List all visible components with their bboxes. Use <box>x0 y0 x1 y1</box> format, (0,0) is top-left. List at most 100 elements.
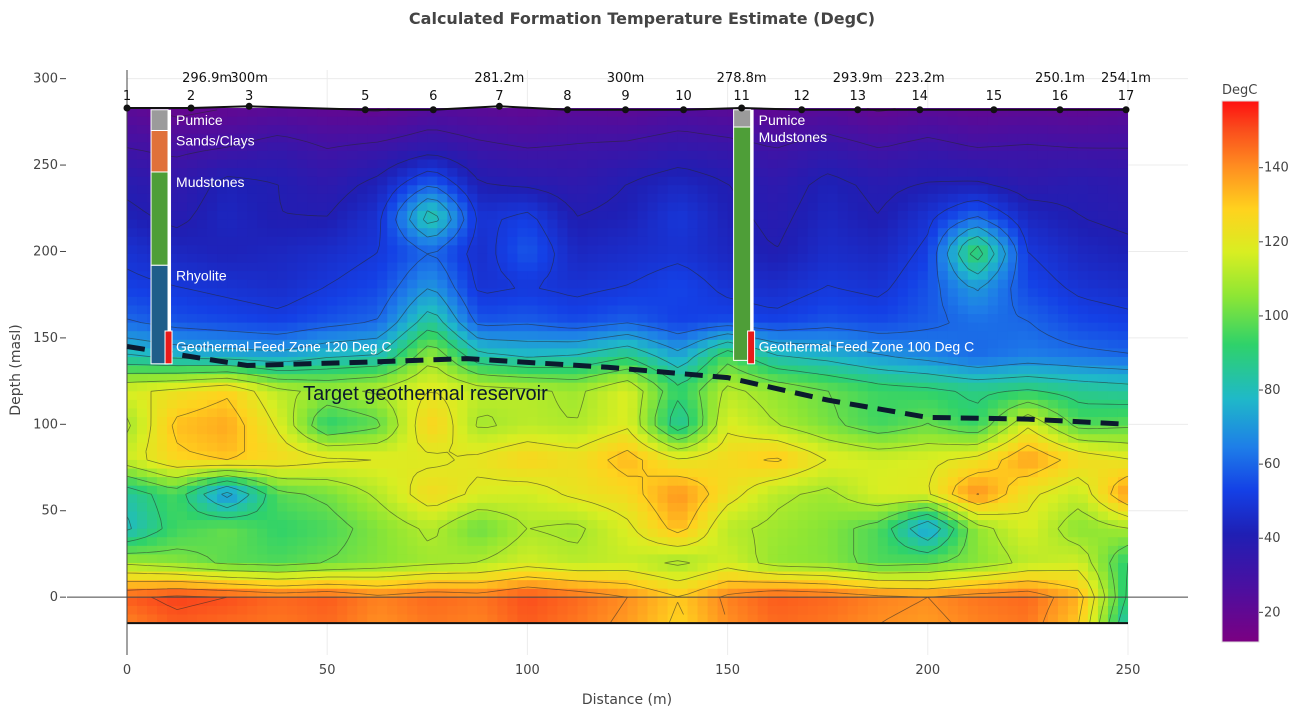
heatmap-cell <box>187 511 198 521</box>
heatmap-cell <box>1047 176 1059 186</box>
heatmap-cell <box>957 459 969 470</box>
heatmap-cell <box>957 245 969 255</box>
heatmap-cell <box>967 356 979 367</box>
heatmap-cell <box>827 245 839 255</box>
heatmap-cell <box>1107 374 1119 384</box>
heatmap-cell <box>957 434 969 444</box>
heatmap-cell <box>737 434 749 444</box>
heatmap-cell <box>707 271 719 281</box>
heatmap-cell <box>547 253 559 264</box>
heatmap-cell <box>1107 193 1119 204</box>
heatmap-cell <box>497 434 508 444</box>
heatmap-cell <box>717 219 729 229</box>
heatmap-cell <box>247 356 258 367</box>
heatmap-cell <box>687 477 699 487</box>
heatmap-cell <box>357 253 368 264</box>
heatmap-cell <box>1047 168 1059 178</box>
heatmap-cell <box>457 417 468 427</box>
heatmap-cell <box>587 279 599 289</box>
heatmap-cell <box>627 279 639 289</box>
heatmap-cell <box>517 279 528 289</box>
heatmap-cell <box>567 365 579 375</box>
heatmap-cell <box>887 451 899 461</box>
heatmap-cell <box>777 116 789 126</box>
heatmap-cell <box>567 305 579 315</box>
heatmap-cell <box>997 477 1009 487</box>
heatmap-cell <box>147 485 158 495</box>
heatmap-cell <box>947 417 959 427</box>
heatmap-cell <box>617 176 629 186</box>
heatmap-cell <box>287 176 298 186</box>
heatmap-cell <box>127 168 138 178</box>
heatmap-cell <box>807 365 819 375</box>
heatmap-cell <box>677 262 689 272</box>
heatmap-cell <box>637 331 649 341</box>
heatmap-cell <box>317 477 328 487</box>
heatmap-cell <box>1087 468 1099 478</box>
heatmap-cell <box>467 382 478 392</box>
heatmap-cell <box>327 391 338 401</box>
heatmap-cell <box>767 528 779 538</box>
heatmap-cell <box>1097 142 1109 152</box>
heatmap-cell <box>637 288 649 298</box>
heatmap-cell <box>727 288 739 298</box>
heatmap-cell <box>347 451 358 461</box>
heatmap-cell <box>477 520 488 530</box>
heatmap-cell <box>947 511 959 521</box>
heatmap-cell <box>247 159 258 169</box>
heatmap-cell <box>357 202 368 212</box>
heatmap-cell <box>697 245 709 255</box>
heatmap-cell <box>757 108 769 118</box>
heatmap-cell <box>317 468 328 478</box>
heatmap-cell <box>1117 150 1128 161</box>
heatmap-cell <box>877 520 889 530</box>
heatmap-cell <box>327 314 338 324</box>
heatmap-cell <box>597 236 609 246</box>
heatmap-cell <box>667 288 679 298</box>
heatmap-cell <box>837 168 849 178</box>
heatmap-cell <box>327 228 338 238</box>
heatmap-cell <box>847 133 859 143</box>
heatmap-cell <box>817 528 829 538</box>
heatmap-cell <box>457 391 468 401</box>
heatmap-cell <box>1047 219 1059 229</box>
heatmap-cell <box>1027 339 1039 349</box>
heatmap-cell <box>447 382 458 392</box>
heatmap-cell <box>1007 417 1019 427</box>
heatmap-cell <box>1007 228 1019 238</box>
heatmap-cell <box>777 142 789 152</box>
heatmap-cell <box>337 528 348 538</box>
heatmap-cell <box>907 219 919 229</box>
heatmap-cell <box>177 279 188 289</box>
heatmap-cell <box>227 339 238 349</box>
heatmap-cell <box>1087 185 1099 195</box>
heatmap-cell <box>917 374 929 384</box>
heatmap-cell <box>837 356 849 367</box>
heatmap-cell <box>387 228 398 238</box>
heatmap-cell <box>167 253 178 264</box>
heatmap-cell <box>367 125 378 135</box>
heatmap-cell <box>707 288 719 298</box>
heatmap-cell <box>727 331 739 341</box>
heatmap-cell <box>347 211 358 221</box>
heatmap-cell <box>1107 331 1119 341</box>
heatmap-cell <box>787 245 799 255</box>
heatmap-cell <box>427 219 438 229</box>
heatmap-cell <box>887 253 899 264</box>
heatmap-cell <box>287 520 298 530</box>
heatmap-cell <box>997 451 1009 461</box>
heatmap-cell <box>637 202 649 212</box>
heatmap-cell <box>527 425 539 435</box>
heatmap-cell <box>597 125 609 135</box>
heatmap-cell <box>127 451 138 461</box>
heatmap-cell <box>677 176 689 186</box>
heatmap-cell <box>667 314 679 324</box>
heatmap-cell <box>947 185 959 195</box>
heatmap-cell <box>597 408 609 418</box>
heatmap-cell <box>577 142 589 152</box>
heatmap-cell <box>717 314 729 324</box>
heatmap-cell <box>927 288 939 298</box>
heatmap-cell <box>397 125 408 135</box>
heatmap-cell <box>657 150 669 161</box>
heatmap-cell <box>687 382 699 392</box>
